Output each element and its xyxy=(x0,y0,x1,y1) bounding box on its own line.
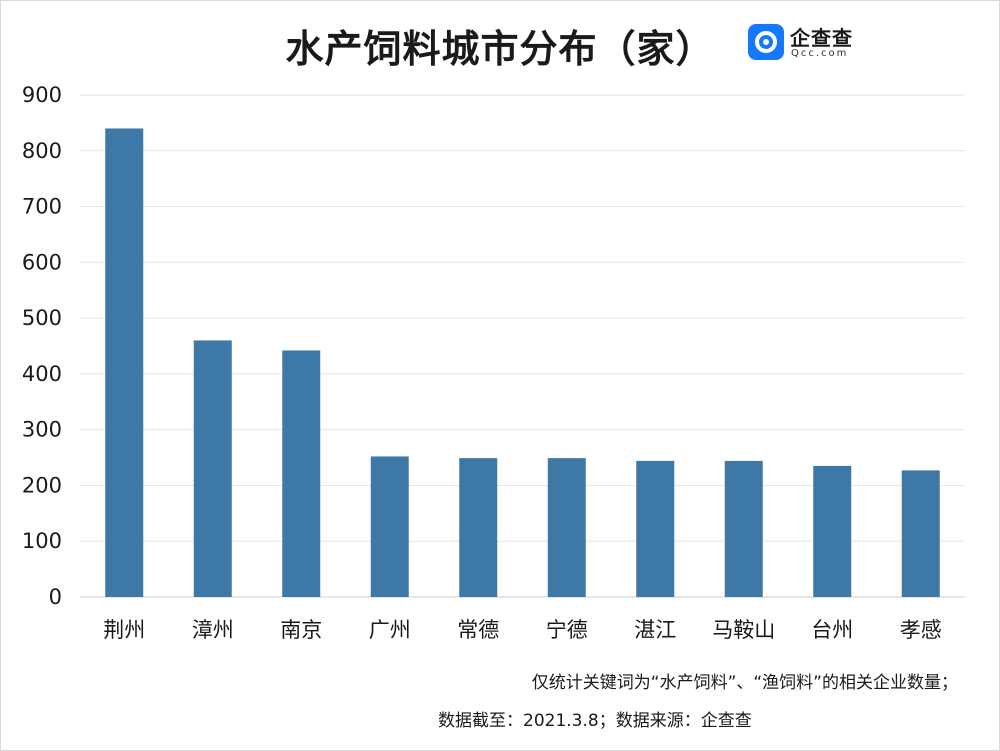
x-tick-label: 常德 xyxy=(457,618,499,642)
bar xyxy=(193,340,232,597)
x-tick-label: 漳州 xyxy=(192,618,234,642)
y-tick-label: 400 xyxy=(22,362,62,386)
y-tick-label: 600 xyxy=(22,250,62,274)
y-tick-label: 700 xyxy=(22,195,62,219)
x-tick-label: 湛江 xyxy=(634,618,676,642)
bar xyxy=(105,128,144,597)
y-tick-label: 0 xyxy=(49,585,62,609)
bar xyxy=(901,470,940,597)
x-tick-label: 广州 xyxy=(369,618,411,642)
y-tick-label: 500 xyxy=(22,306,62,330)
footnote-source: 数据截至：2021.3.8；数据来源：企查查 xyxy=(438,711,752,731)
bar xyxy=(724,460,763,597)
x-tick-label: 马鞍山 xyxy=(712,618,775,642)
bar xyxy=(636,460,675,597)
bar xyxy=(459,458,498,597)
brand-name: 企查查 xyxy=(790,26,853,50)
bar xyxy=(370,456,409,597)
bar xyxy=(547,458,586,597)
brand-domain: Qcc.com xyxy=(791,48,849,59)
x-tick-label: 台州 xyxy=(811,618,853,642)
x-tick-label: 孝感 xyxy=(900,618,942,642)
chart-title: 水产饲料城市分布（家） xyxy=(285,27,715,71)
magnifier-logo-icon xyxy=(748,24,784,60)
footnote-scope: 仅统计关键词为“水产饲料”、“渔饲料”的相关企业数量； xyxy=(531,673,958,693)
x-tick-label: 宁德 xyxy=(546,618,588,642)
y-tick-label: 800 xyxy=(22,139,62,163)
bar xyxy=(282,350,321,597)
y-tick-label: 300 xyxy=(22,418,62,442)
y-tick-label: 100 xyxy=(22,529,62,553)
y-tick-label: 900 xyxy=(22,83,62,107)
x-tick-label: 南京 xyxy=(280,618,322,642)
x-tick-label: 荆州 xyxy=(103,618,145,642)
bar xyxy=(813,465,852,597)
brand-logo: 企查查 Qcc.com xyxy=(748,22,868,66)
y-tick-label: 200 xyxy=(22,473,62,497)
